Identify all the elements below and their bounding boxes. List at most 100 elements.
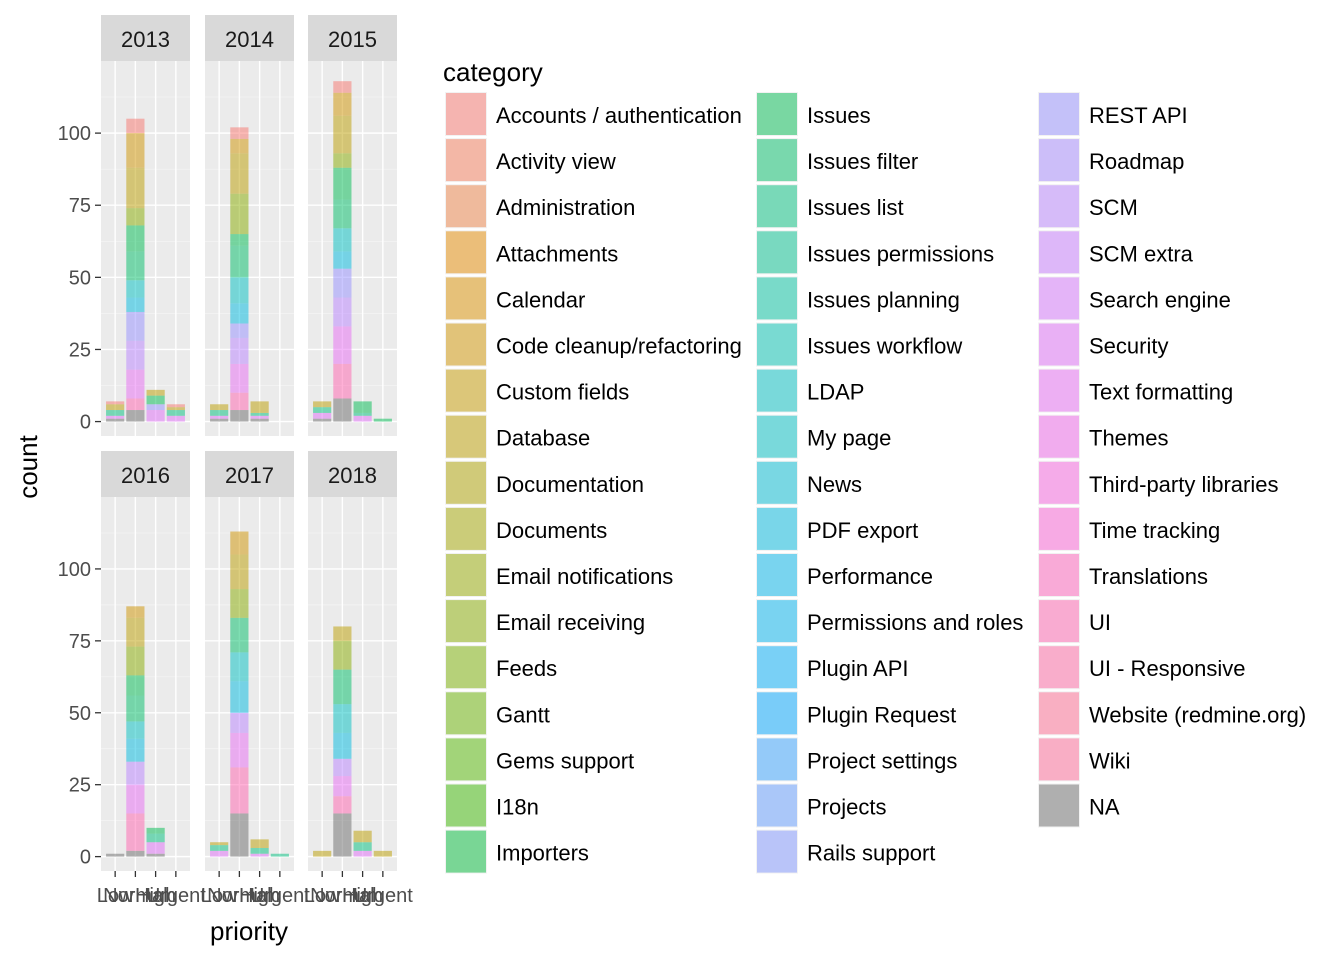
- bar-segment: Normal · Email receiving: 10: [333, 640, 352, 670]
- legend-label: Translations: [1089, 564, 1208, 589]
- bar-segment: Low · NA: 1: [106, 418, 125, 422]
- bar-segment: Low · NA: 1: [313, 418, 332, 422]
- bar-segment: Normal · Issues filter: 12: [230, 617, 249, 653]
- legend-swatch: [446, 323, 486, 366]
- legend-label: Gems support: [496, 748, 634, 773]
- y-tick-label: 100: [58, 559, 91, 581]
- legend-swatch: [446, 231, 486, 274]
- legend-label: UI - Responsive: [1089, 656, 1246, 681]
- facet-strip: [308, 451, 397, 497]
- bar-segment: Urgent · Database: 2: [373, 850, 392, 857]
- bar-segment: Normal · SCM: 9: [230, 337, 249, 364]
- legend-item: SCM: [1038, 184, 1138, 229]
- bar-segment: Normal · NA: 4: [230, 410, 249, 422]
- legend-label: My page: [807, 426, 891, 451]
- bar-segment: Normal · PDF export: 6: [333, 251, 352, 269]
- bar-segment: Normal · REST API: 10: [126, 311, 145, 341]
- x-tick-label: Normal: [310, 885, 374, 907]
- bar-segment: Normal · UI: 13: [126, 813, 145, 851]
- legend-label: Gantt: [496, 702, 550, 727]
- bar-segment: Normal · Accounts / authentication: 5: [126, 118, 145, 134]
- bar-segment: Normal · Issues filter: 10: [126, 251, 145, 281]
- y-tick-label: 50: [69, 267, 91, 289]
- y-tick-label: 100: [58, 123, 91, 145]
- legend-item: My page: [756, 414, 891, 459]
- legend-item: Plugin Request: [756, 691, 956, 736]
- y-axis-title: count: [13, 434, 43, 498]
- legend-label: SCM: [1089, 195, 1138, 220]
- bar-segment: High · Issues list: 1: [250, 412, 269, 416]
- bar-segment: Normal · NA: 15: [333, 813, 352, 857]
- bar-segment: Normal · LDAP: 8: [333, 228, 352, 252]
- bar-segment: High · Database: 4: [250, 401, 269, 413]
- legend-item: Roadmap: [1038, 138, 1184, 183]
- bar-segment: Low · NA: 1: [210, 418, 229, 422]
- legend-label: Issues: [807, 103, 871, 128]
- legend-item: Issues: [756, 92, 871, 136]
- legend-item: Custom fields: [445, 368, 629, 413]
- bar-segment: Normal · PDF export: 11: [230, 681, 249, 713]
- bar-segment: Low · Database: 2: [210, 404, 229, 411]
- legend-swatch: [1039, 93, 1079, 135]
- bar-segment: Low · Issues list: 2: [210, 410, 229, 416]
- bar-segment: High · Database: 4: [353, 830, 372, 843]
- legend-label: Calendar: [496, 287, 585, 312]
- legend-swatch: [1039, 784, 1079, 827]
- bar-segment: Low · Database: 1: [210, 842, 229, 846]
- bar-segment: Normal · Issues: 9: [126, 225, 145, 252]
- bar-segment: High · Issues list: 2: [250, 847, 269, 854]
- legend-label: Importers: [496, 841, 589, 866]
- facet-strip-label: 2017: [225, 463, 274, 488]
- bar-segment: Normal · Email receiving: 5: [333, 153, 352, 168]
- facet-strip: [205, 15, 294, 61]
- legend-label: I18n: [496, 795, 539, 820]
- legend-swatch: [446, 600, 486, 643]
- legend-item: Feeds: [445, 645, 557, 690]
- legend-label: Permissions and roles: [807, 610, 1023, 635]
- x-tick-label: Low: [304, 885, 341, 907]
- bar-segment: Normal · Text formatting: 13: [333, 326, 352, 364]
- legend-label: Feeds: [496, 656, 557, 681]
- bar-segment: Normal · Issues filter: 11: [230, 245, 249, 278]
- bar-segment: High · Issues: 4: [353, 401, 372, 413]
- legend-swatch: [1039, 139, 1079, 182]
- legend-label: Issues filter: [807, 149, 918, 174]
- legend-swatch: [757, 646, 797, 689]
- legend-item: SCM extra: [1038, 230, 1194, 275]
- bar-segment: Normal · SCM: 7: [230, 712, 249, 733]
- legend-item: Issues workflow: [756, 322, 962, 367]
- legend-item: Security: [1038, 322, 1168, 367]
- legend-label: News: [807, 472, 862, 497]
- y-tick-label: 0: [80, 847, 91, 869]
- legend-swatch: [446, 277, 486, 320]
- bar-segment: Low · Security: 1: [106, 415, 125, 419]
- bar-segment: Low · Security: 2: [210, 850, 229, 857]
- bar-segment: Normal · UI: 6: [333, 796, 352, 814]
- bar-segment: Normal · PDF export: 8: [126, 738, 145, 762]
- bar-segment: Normal · SCM: 6: [333, 758, 352, 777]
- facet-panel-2017: 2017 Low · Security: 2Low · Issues list: …: [205, 451, 294, 871]
- legend-item: NA: [1038, 783, 1120, 828]
- legend-label: PDF export: [807, 518, 918, 543]
- legend-label: Text formatting: [1089, 380, 1233, 405]
- x-tick-label: High: [239, 885, 280, 907]
- bar-segment: Normal · Database: 14: [126, 167, 145, 209]
- legend-swatch: [757, 738, 797, 781]
- legend-label: Database: [496, 426, 590, 451]
- legend-item: News: [756, 460, 862, 505]
- bar-segment: Normal · Email receiving: 10: [230, 589, 249, 618]
- bar-segment: Normal · Issues filter: 12: [333, 669, 352, 705]
- bar-segment: High · REST API: 2: [146, 404, 165, 411]
- panel-background: [205, 61, 294, 436]
- legend-item: Email receiving: [445, 599, 645, 644]
- legend-label: Administration: [496, 195, 635, 220]
- legend-item: Documents: [445, 506, 607, 551]
- facet-strip-label: 2013: [121, 27, 170, 52]
- bar-segment: Normal · Text formatting: 12: [230, 732, 249, 768]
- legend-swatch: [446, 185, 486, 228]
- bar-segment: Normal · Accounts / authentication: 4: [333, 81, 352, 93]
- bar-segment: Urgent · Security: 2: [166, 415, 185, 422]
- legend-swatch: [757, 830, 797, 873]
- legend-swatch: [757, 784, 797, 827]
